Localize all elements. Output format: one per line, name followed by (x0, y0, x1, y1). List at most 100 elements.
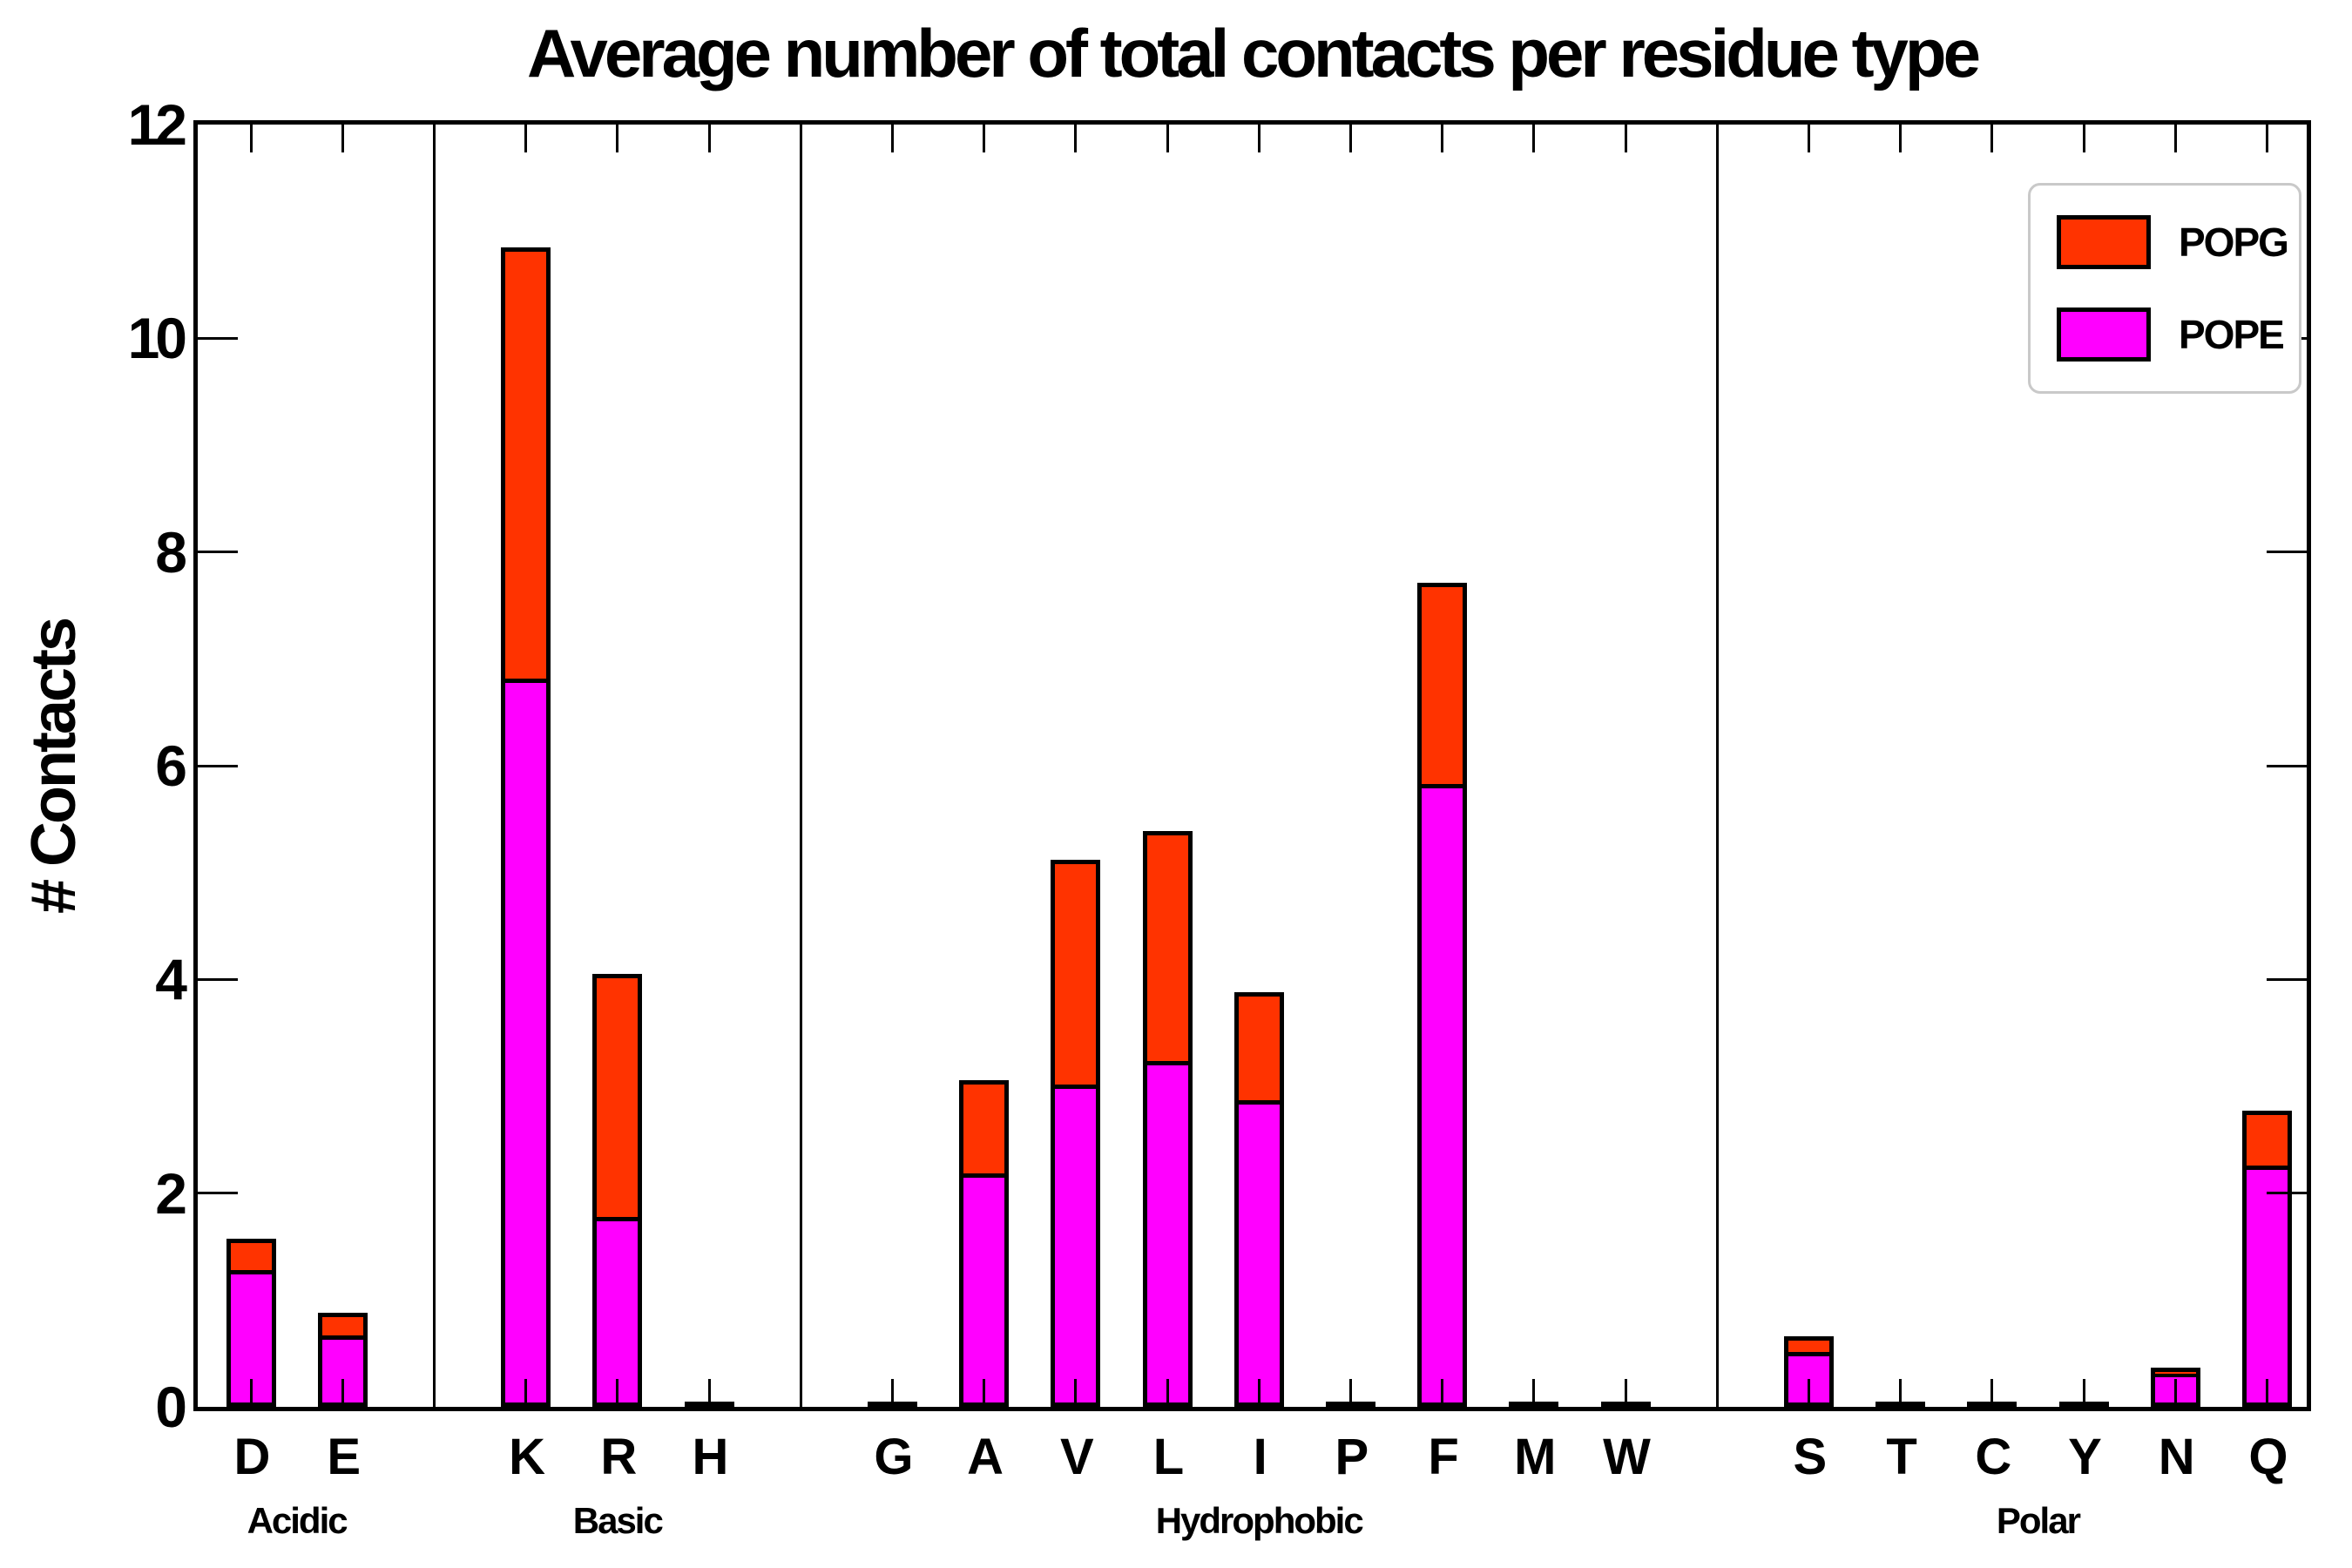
x-tick-bottom-L (1166, 1379, 1169, 1407)
x-tick-bottom-G (890, 1379, 894, 1407)
y-tick-left-10 (198, 336, 238, 340)
legend-label-pope: POPE (2179, 312, 2285, 357)
x-tick-bottom-E (341, 1379, 344, 1407)
y-tick-label-8: 8 (155, 519, 187, 585)
x-tick-top-I (1257, 125, 1260, 152)
legend-label-popg: POPG (2179, 220, 2289, 265)
bar-segment-pope-A (963, 1178, 1005, 1402)
bar-segment-pope-K (505, 683, 547, 1402)
bar-segment-pope-L (1146, 1065, 1188, 1402)
x-tick-label-S: S (1793, 1429, 1828, 1485)
x-tick-label-M: M (1514, 1429, 1556, 1485)
y-tick-label-2: 2 (155, 1160, 187, 1226)
x-tick-top-P (1348, 125, 1352, 152)
x-tick-top-V (1074, 125, 1078, 152)
bar-segment-popg-E (321, 1317, 363, 1335)
y-tick-left-8 (198, 551, 238, 554)
x-tick-label-T: T (1886, 1429, 1916, 1485)
bar-segment-pope-F (1422, 788, 1463, 1402)
x-tick-bottom-Q (2265, 1379, 2268, 1407)
legend-item-popg: POPG (2057, 215, 2289, 269)
x-tick-top-W (1624, 125, 1627, 152)
group-separator-line (432, 125, 436, 1407)
plot-inner (198, 125, 2307, 1407)
y-tick-left-4 (198, 977, 238, 981)
bar-segment-popg-F (1422, 587, 1463, 784)
group-label-Basic: Basic (572, 1500, 664, 1541)
x-tick-top-M (1532, 125, 1536, 152)
y-tick-right-6 (2267, 764, 2307, 767)
bar-A (959, 1080, 1010, 1407)
y-tick-label-0: 0 (155, 1375, 187, 1439)
x-tick-label-A: A (967, 1429, 1004, 1485)
x-tick-bottom-Y (2082, 1379, 2085, 1407)
bar-segment-pope-V (1055, 1089, 1097, 1402)
bar-F (1417, 583, 1468, 1407)
x-tick-top-R (616, 125, 619, 152)
x-tick-bottom-W (1624, 1379, 1627, 1407)
chart-title: Average number of total contacts per res… (527, 15, 1981, 91)
bar-segment-popg-R (597, 978, 639, 1217)
x-tick-label-I: I (1253, 1429, 1267, 1485)
y-tick-right-4 (2267, 977, 2307, 981)
group-label-Polar: Polar (1996, 1500, 2081, 1541)
legend-swatch-pope (2057, 308, 2151, 362)
x-tick-top-Q (2265, 125, 2268, 152)
x-tick-bottom-R (616, 1379, 619, 1407)
x-tick-bottom-T (1899, 1379, 1903, 1407)
group-label-Acidic: Acidic (247, 1500, 348, 1541)
bar-segment-pope-Q (2246, 1170, 2288, 1402)
x-tick-label-L: L (1152, 1429, 1184, 1485)
x-tick-top-C (1990, 125, 1994, 152)
x-tick-label-N: N (2158, 1429, 2195, 1485)
group-label-Hydrophobic: Hydrophobic (1155, 1500, 1364, 1541)
x-tick-label-F: F (1428, 1429, 1458, 1485)
x-tick-label-R: R (600, 1429, 637, 1485)
x-tick-bottom-S (1807, 1379, 1810, 1407)
x-tick-bottom-M (1532, 1379, 1536, 1407)
y-tick-left-2 (198, 1192, 238, 1195)
x-tick-bottom-D (249, 1379, 253, 1407)
x-tick-bottom-F (1441, 1379, 1444, 1407)
bar-segment-popg-A (963, 1085, 1005, 1173)
x-tick-bottom-A (983, 1379, 986, 1407)
x-tick-bottom-P (1348, 1379, 1352, 1407)
x-tick-top-N (2173, 125, 2177, 152)
x-tick-top-A (983, 125, 986, 152)
bar-segment-pope-R (597, 1221, 639, 1402)
x-tick-label-V: V (1059, 1429, 1094, 1485)
x-tick-top-Y (2082, 125, 2085, 152)
legend: POPG POPE (2028, 183, 2301, 394)
bar-segment-popg-K (505, 252, 547, 679)
bar-segment-popg-D (230, 1243, 272, 1270)
x-tick-bottom-I (1257, 1379, 1260, 1407)
x-tick-label-W: W (1603, 1429, 1651, 1485)
bar-L (1142, 831, 1193, 1407)
y-tick-label-10: 10 (127, 306, 187, 371)
x-tick-label-H: H (692, 1429, 729, 1485)
bar-segment-popg-V (1055, 864, 1097, 1085)
bar-I (1233, 992, 1284, 1407)
x-tick-bottom-K (524, 1379, 528, 1407)
y-tick-label-4: 4 (155, 947, 187, 1012)
y-tick-right-8 (2267, 551, 2307, 554)
x-tick-bottom-H (707, 1379, 711, 1407)
plot-area (193, 120, 2311, 1411)
bar-segment-popg-I (1238, 997, 1280, 1100)
x-tick-label-E: E (327, 1429, 361, 1485)
x-tick-top-G (890, 125, 894, 152)
legend-item-pope: POPE (2057, 308, 2285, 362)
y-tick-label-12: 12 (127, 92, 187, 157)
x-tick-top-S (1807, 125, 1810, 152)
x-tick-top-D (249, 125, 253, 152)
x-tick-label-Q: Q (2248, 1429, 2288, 1485)
x-tick-label-G: G (874, 1429, 913, 1485)
bar-V (1051, 860, 1101, 1407)
x-tick-label-K: K (509, 1429, 545, 1485)
x-tick-top-E (341, 125, 344, 152)
x-tick-bottom-V (1074, 1379, 1078, 1407)
x-tick-top-F (1441, 125, 1444, 152)
x-tick-label-P: P (1335, 1429, 1369, 1485)
bar-segment-pope-I (1238, 1105, 1280, 1402)
x-tick-label-C: C (1975, 1429, 2011, 1485)
